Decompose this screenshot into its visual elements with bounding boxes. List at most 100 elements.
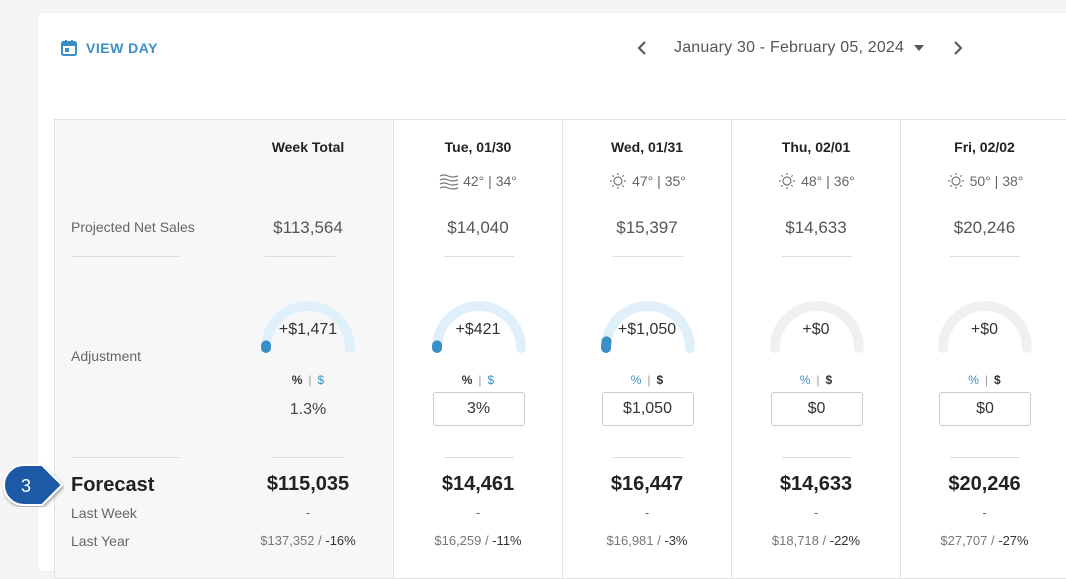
chevron-left-icon xyxy=(636,41,648,55)
next-week-button[interactable] xyxy=(946,39,970,57)
percent-toggle[interactable]: % xyxy=(462,373,473,387)
projected-net-sales-label: Projected Net Sales xyxy=(71,219,195,235)
adjustment-label: Adjustment xyxy=(71,348,141,364)
last-year-separator: / xyxy=(654,533,665,548)
last-year-value: $16,259 / -11% xyxy=(394,533,562,548)
toolbar: VIEW DAY January 30 - February 05, 2024 xyxy=(38,13,1066,93)
last-year-value: $16,981 / -3% xyxy=(563,533,731,548)
gauge-fill xyxy=(606,341,607,348)
dollar-toggle[interactable]: $ xyxy=(826,373,833,387)
divider xyxy=(950,256,1020,257)
last-year-amount: $18,718 xyxy=(772,533,819,548)
last-week-value: - xyxy=(223,505,393,520)
toggle-separator: | xyxy=(816,373,819,387)
toggle-separator: | xyxy=(478,373,481,387)
adjustment-amount: +$1,471 xyxy=(223,321,393,339)
day-column: Thu, 02/01 48° | 36° $14,633 +$0% | $ $14,633 -… xyxy=(731,120,900,578)
dollar-toggle[interactable]: $ xyxy=(657,373,664,387)
last-year-change: -16% xyxy=(325,533,355,548)
percent-toggle[interactable]: % xyxy=(800,373,811,387)
last-year-separator: / xyxy=(819,533,830,548)
unit-toggle: % | $ xyxy=(563,373,731,387)
adjustment-input[interactable] xyxy=(602,392,694,426)
projected-net-sales: $14,040 xyxy=(394,218,562,238)
last-week-value: - xyxy=(901,505,1066,520)
forecast-value: $14,633 xyxy=(732,473,900,496)
week-total-column: Week Total$113,564+$1,471%|$1.3%$115,035… xyxy=(223,120,393,578)
step-badge: 3 xyxy=(2,463,64,507)
percent-toggle[interactable]: % xyxy=(631,373,642,387)
forecast-label: Forecast xyxy=(71,474,154,497)
temperature: 42° | 34° xyxy=(463,173,517,189)
divider xyxy=(444,457,514,458)
column-header: Tue, 01/30 xyxy=(394,139,562,155)
projected-net-sales: $14,633 xyxy=(732,218,900,238)
forecast-value: $115,035 xyxy=(223,473,393,496)
date-navigator: January 30 - February 05, 2024 xyxy=(630,39,970,57)
last-year-separator: / xyxy=(481,533,492,548)
last-year-amount: $137,352 xyxy=(260,533,314,548)
last-year-value: $27,707 / -27% xyxy=(901,533,1066,548)
dollar-toggle[interactable]: $ xyxy=(488,373,495,387)
adjustment-amount: +$421 xyxy=(394,321,562,339)
divider xyxy=(782,256,852,257)
forecast-value: $16,447 xyxy=(563,473,731,496)
last-year-amount: $16,259 xyxy=(434,533,481,548)
view-day-label: VIEW DAY xyxy=(86,40,158,56)
dollar-toggle[interactable]: $ xyxy=(318,373,325,387)
temperature: 48° | 36° xyxy=(801,173,855,189)
adjustment-input[interactable] xyxy=(939,392,1031,426)
temperature: 47° | 35° xyxy=(632,173,686,189)
divider xyxy=(782,457,852,458)
date-range-select[interactable]: January 30 - February 05, 2024 xyxy=(674,39,924,57)
weather: 42° | 34° xyxy=(394,172,562,190)
temperature: 50° | 38° xyxy=(970,173,1024,189)
windy-icon xyxy=(439,172,459,190)
divider xyxy=(444,256,514,257)
toggle-separator: | xyxy=(647,373,650,387)
divider xyxy=(71,457,180,458)
projected-net-sales: $15,397 xyxy=(563,218,731,238)
projected-net-sales: $113,564 xyxy=(223,218,393,238)
adjustment-input[interactable] xyxy=(433,392,525,426)
last-week-label: Last Week xyxy=(71,505,137,521)
last-year-change: -27% xyxy=(998,533,1028,548)
divider xyxy=(613,457,683,458)
unit-toggle: %|$ xyxy=(223,373,393,387)
last-week-value: - xyxy=(394,505,562,520)
last-year-change: -22% xyxy=(830,533,860,548)
divider xyxy=(265,256,335,257)
day-column: Tue, 01/30 42° | 34° $14,040 +$421% | $ $14,46… xyxy=(393,120,562,578)
percent-toggle[interactable]: % xyxy=(292,373,303,387)
row-labels: Projected Net Sales Adjustment Forecast … xyxy=(55,120,223,578)
column-header: Wed, 01/31 xyxy=(563,139,731,155)
weather: 48° | 36° xyxy=(732,172,900,190)
last-year-change: -11% xyxy=(492,533,521,548)
last-year-amount: $16,981 xyxy=(607,533,654,548)
sun-icon xyxy=(608,172,628,190)
last-year-amount: $27,707 xyxy=(940,533,987,548)
unit-toggle: % | $ xyxy=(901,373,1066,387)
adjustment-value: 1.3% xyxy=(223,401,393,419)
previous-week-button[interactable] xyxy=(630,39,654,57)
last-year-value: $137,352 / -16% xyxy=(223,533,393,548)
calendar-icon xyxy=(60,39,78,57)
divider xyxy=(273,457,343,458)
column-header: Thu, 02/01 xyxy=(732,139,900,155)
projected-net-sales: $20,246 xyxy=(901,218,1066,238)
adjustment-input[interactable] xyxy=(771,392,863,426)
toggle-separator: | xyxy=(985,373,988,387)
last-week-value: - xyxy=(732,505,900,520)
percent-toggle[interactable]: % xyxy=(968,373,979,387)
column-header: Fri, 02/02 xyxy=(901,139,1066,155)
unit-toggle: % | $ xyxy=(394,373,562,387)
last-year-change: -3% xyxy=(664,533,687,548)
sun-icon xyxy=(946,172,966,190)
dollar-toggle[interactable]: $ xyxy=(994,373,1001,387)
forecast-value: $14,461 xyxy=(394,473,562,496)
adjustment-amount: +$0 xyxy=(732,321,900,339)
forecast-card: VIEW DAY January 30 - February 05, 2024 … xyxy=(37,12,1066,572)
step-number: 3 xyxy=(21,476,31,496)
view-day-button[interactable]: VIEW DAY xyxy=(60,39,158,57)
